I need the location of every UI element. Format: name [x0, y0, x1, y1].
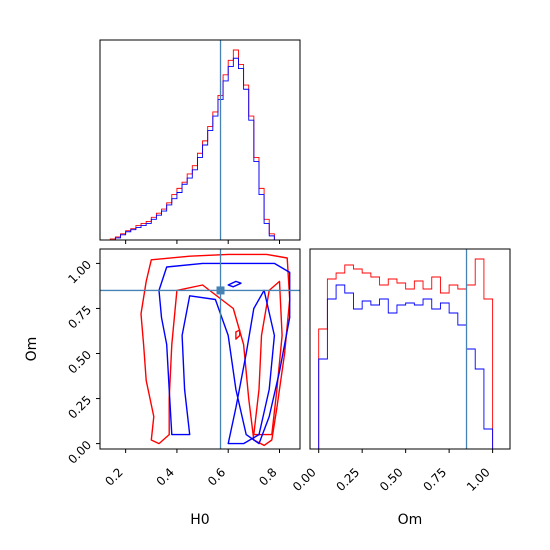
h0-om-joint-contour-red-blob: [235, 329, 241, 340]
h0-om-joint-x-axis-label: H0: [190, 512, 209, 528]
h0-om-joint-contour-blue-inner: [227, 289, 276, 445]
om-marginal-x-tick-label: 0.00: [290, 465, 319, 494]
h0-om-joint-x-tick-label: 0.4: [154, 465, 177, 488]
h0-om-joint-truth-marker: [216, 286, 225, 295]
h0-om-joint-x-tick-label: 0.8: [256, 465, 279, 488]
h0-om-joint-contour-red-outer: [140, 253, 291, 447]
om-marginal-x-tick-label: 0.50: [377, 465, 406, 494]
h0-om-joint-y-tick-label: 0.50: [65, 348, 94, 377]
h0-om-joint-contour-blue-outer: [158, 262, 291, 445]
h0-marginal-frame: [99, 39, 301, 241]
h0-marginal-panel: [99, 39, 301, 244]
h0-om-joint-y-axis-label: Om: [24, 337, 40, 362]
h0-om-joint-y-tick-label: 1.00: [65, 258, 94, 287]
h0-om-joint-y-tick-label: 0.25: [65, 393, 94, 422]
h0-om-joint-panel: 0.2 0.4 0.6 0.8 0.00 0.25 0.50 0.75 1.00 H0 Om: [24, 248, 301, 528]
om-marginal-x-tick-label: 1.00: [464, 465, 493, 494]
h0-om-joint-x-tick-label: 0.2: [102, 465, 125, 488]
h0-om-joint-y-tick-label: 0.00: [65, 438, 94, 467]
h0-om-joint-contour-blue-blob: [227, 280, 242, 288]
h0-marginal-plot-area: [100, 40, 300, 240]
om-marginal-frame: [309, 248, 511, 450]
h0-om-joint-contour-red-inner: [253, 280, 283, 436]
om-marginal-x-axis-label: Om: [398, 512, 423, 528]
om-marginal-x-tick-label: 0.25: [334, 465, 363, 494]
h0-marginal-series-blue-histogram: [100, 57, 300, 240]
h0-om-joint-x-tick-label: 0.6: [205, 465, 228, 488]
h0-om-joint-y-tick-label: 0.75: [65, 303, 94, 332]
om-marginal-x-tick-label: 0.75: [420, 465, 449, 494]
h0-marginal-series-red-histogram: [100, 49, 300, 240]
h0-om-joint-frame: [99, 248, 301, 450]
om-marginal-panel: 0.00 0.25 0.50 0.75 1.00 Om: [290, 248, 511, 528]
om-marginal-plot-area: [318, 249, 494, 449]
h0-om-joint-plot-area: [100, 249, 300, 449]
